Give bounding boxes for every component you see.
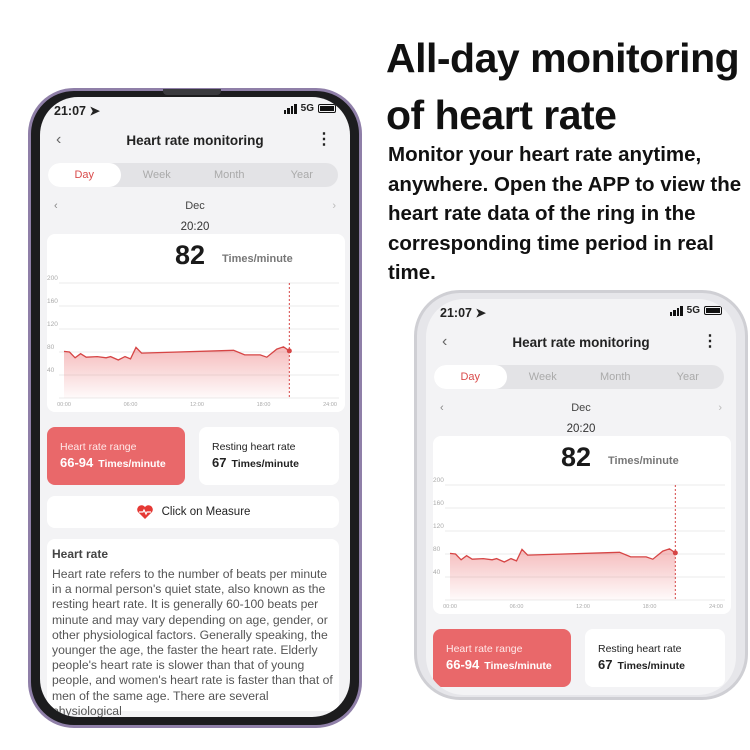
period-tabs: Day Week Month Year (48, 163, 338, 187)
selected-point (672, 550, 678, 556)
page-title: Heart rate monitoring (126, 133, 264, 148)
prev-month-icon[interactable]: ‹ (440, 402, 444, 414)
month-nav: ‹ Dec › (54, 200, 336, 212)
current-unit: Times/minute (222, 253, 293, 265)
next-month-icon[interactable]: › (718, 402, 722, 414)
x-tick-label: 00:00 (57, 402, 71, 408)
status-bar: 21:07 ➤ 5G (54, 103, 336, 118)
heart-rate-info: Heart rate Heart rate refers to the numbe… (47, 539, 339, 717)
heart-pulse-icon (136, 505, 153, 519)
y-tick-label: 120 (47, 321, 58, 328)
x-tick-label: 00:00 (443, 604, 457, 610)
y-tick-label: 40 (47, 367, 55, 374)
selected-time: 20:20 (566, 423, 596, 435)
description: Monitor your heart rate anytime, anywher… (388, 143, 742, 284)
tab-week[interactable]: Week (142, 169, 171, 181)
page-title: Heart rate monitoring (512, 335, 650, 350)
heart-rate-line (449, 548, 676, 563)
prev-month-icon[interactable]: ‹ (54, 200, 58, 212)
headline: All-day monitoring of heart rate (386, 35, 740, 138)
location-arrow-icon: ➤ (89, 104, 100, 118)
month-label: Dec (571, 402, 591, 414)
x-tick-label: 24:00 (323, 402, 337, 408)
selected-time: 20:20 (180, 221, 210, 233)
tab-month[interactable]: Month (213, 169, 245, 181)
tab-day[interactable]: Day (48, 163, 121, 187)
y-tick-label: 160 (47, 298, 58, 305)
chevron-left-icon[interactable]: ‹ (442, 333, 448, 350)
x-tick-label: 06:00 (124, 402, 138, 408)
y-tick-label: 80 (433, 546, 441, 553)
heart-rate-line (63, 346, 290, 361)
chart-card: 82 Times/minute 200 160 120 80 40 00:00 06:00 1… (433, 436, 731, 614)
notch (163, 89, 221, 95)
resting-heart-rate-card: Resting heart rate 67 Times/minute (199, 427, 339, 485)
period-tabs: Day Week Month Year (434, 365, 724, 389)
tab-year[interactable]: Year (676, 371, 699, 383)
next-month-icon[interactable]: › (332, 200, 336, 212)
y-tick-label: 80 (47, 344, 55, 351)
selected-point (286, 348, 292, 354)
resting-heart-rate-card: Resting heart rate 67 Times/minute (585, 629, 725, 687)
status-bar: 21:07 ➤ 5G (440, 305, 722, 320)
heart-rate-range-card: Heart rate range 66-94 Times/minute (433, 629, 571, 687)
x-tick-label: 06:00 (510, 604, 524, 610)
signal-icon (669, 305, 683, 316)
month-label: Dec (185, 200, 205, 212)
x-tick-label: 24:00 (709, 604, 723, 610)
heart-rate-chart[interactable]: 200 160 120 80 40 00:00 06:00 12:00 18:00 24:00 (47, 274, 345, 412)
x-tick-label: 18:00 (257, 402, 271, 408)
current-heart-rate: 82 (561, 442, 592, 472)
signal-icon (283, 103, 297, 114)
current-unit: Times/minute (608, 455, 679, 467)
phone-dark: 21:07 ➤ 5G ‹ Heart rate monitoring ⋮ Day… (28, 88, 362, 728)
battery-icon (704, 306, 722, 315)
location-arrow-icon: ➤ (475, 306, 486, 320)
x-tick-label: 18:00 (643, 604, 657, 610)
heart-rate-range-card: Heart rate range 66-94 Times/minute (47, 427, 185, 485)
y-tick-label: 200 (47, 275, 58, 282)
current-heart-rate: 82 (175, 240, 206, 270)
y-tick-label: 120 (433, 523, 444, 530)
app-screen: 21:07 ➤ 5G ‹ Heart rate monitoring ⋮ Day… (426, 299, 736, 695)
more-vertical-icon[interactable]: ⋮ (316, 131, 332, 148)
x-tick-label: 12:00 (190, 402, 204, 408)
tab-week[interactable]: Week (528, 371, 557, 383)
y-tick-label: 160 (433, 500, 444, 507)
tab-year[interactable]: Year (290, 169, 313, 181)
y-tick-label: 40 (433, 569, 441, 576)
phone-light: 21:07 ➤ 5G ‹ Heart rate monitoring ⋮ Day… (414, 290, 748, 700)
y-tick-label: 200 (433, 477, 444, 484)
chevron-left-icon[interactable]: ‹ (56, 131, 62, 148)
tab-day[interactable]: Day (434, 365, 507, 389)
month-nav: ‹ Dec › (440, 402, 722, 414)
x-tick-label: 12:00 (576, 604, 590, 610)
battery-icon (318, 104, 336, 113)
chart-card: 82 Times/minute 200 160 120 80 40 00:00 06:00 1… (47, 234, 345, 412)
heart-rate-chart[interactable]: 200 160 120 80 40 00:00 06:00 12:00 18:00 24:00 (433, 476, 731, 614)
more-vertical-icon[interactable]: ⋮ (702, 333, 718, 350)
tab-month[interactable]: Month (599, 371, 631, 383)
measure-button[interactable]: Click on Measure (47, 496, 339, 528)
app-screen: 21:07 ➤ 5G ‹ Heart rate monitoring ⋮ Day… (40, 97, 350, 717)
